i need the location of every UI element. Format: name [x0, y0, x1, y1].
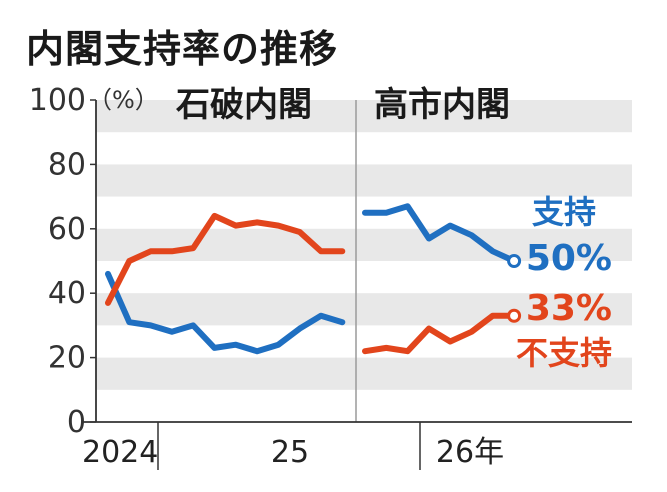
series-endpoint-marker	[507, 254, 522, 268]
y-axis: 0 20 40 60 80 100	[29, 83, 96, 440]
x-tick-label: 26年	[436, 435, 504, 470]
y-tick-label: 60	[48, 212, 86, 247]
y-tick-label: 80	[48, 147, 86, 182]
oppose-name-label: 不支持	[516, 334, 612, 372]
series-line	[362, 203, 518, 264]
series-line	[362, 312, 518, 355]
period-label-ishiba: 石破内閣	[175, 85, 312, 125]
oppose-value-label: 33%	[526, 288, 612, 329]
y-tick-label: 20	[48, 341, 86, 376]
series-line	[105, 270, 346, 355]
grid-band	[96, 357, 632, 390]
y-tick-label: 40	[48, 276, 86, 311]
grid-band	[96, 228, 632, 261]
support-name-label: 支持	[532, 193, 596, 231]
grid-band	[96, 164, 632, 197]
grid-band	[96, 100, 632, 133]
y-tick-label: 0	[67, 405, 86, 440]
period-label-takaichi: 高市内閣	[374, 85, 510, 125]
chart-title: 内閣支持率の推移	[26, 27, 338, 71]
x-tick-label: 25	[271, 435, 309, 470]
y-tick-label: 100	[29, 83, 86, 118]
x-tick-label: 2024	[82, 435, 158, 470]
series-line	[105, 212, 346, 306]
series-endpoint-marker	[507, 308, 522, 323]
y-axis-unit: （%）	[88, 86, 159, 114]
grid-bands	[96, 100, 632, 390]
grid-band	[96, 293, 632, 326]
series-lines	[105, 203, 522, 355]
x-axis: 2024 25 26年	[82, 422, 504, 470]
support-value-label: 50%	[526, 238, 612, 279]
